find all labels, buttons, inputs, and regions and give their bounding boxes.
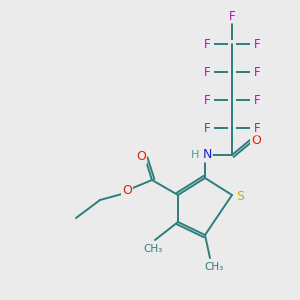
Text: N: N <box>202 148 212 161</box>
Text: CH₃: CH₃ <box>204 262 224 272</box>
Text: O: O <box>251 134 261 146</box>
Text: F: F <box>204 122 210 134</box>
Text: F: F <box>204 94 210 106</box>
Text: O: O <box>122 184 132 196</box>
Text: F: F <box>254 38 260 50</box>
Text: F: F <box>229 10 235 22</box>
Text: H: H <box>191 150 199 160</box>
Text: CH₃: CH₃ <box>143 244 163 254</box>
Text: F: F <box>204 38 210 50</box>
Text: S: S <box>236 190 244 203</box>
Text: O: O <box>136 151 146 164</box>
Text: F: F <box>254 94 260 106</box>
Text: F: F <box>204 65 210 79</box>
Text: F: F <box>254 65 260 79</box>
Text: F: F <box>254 122 260 134</box>
